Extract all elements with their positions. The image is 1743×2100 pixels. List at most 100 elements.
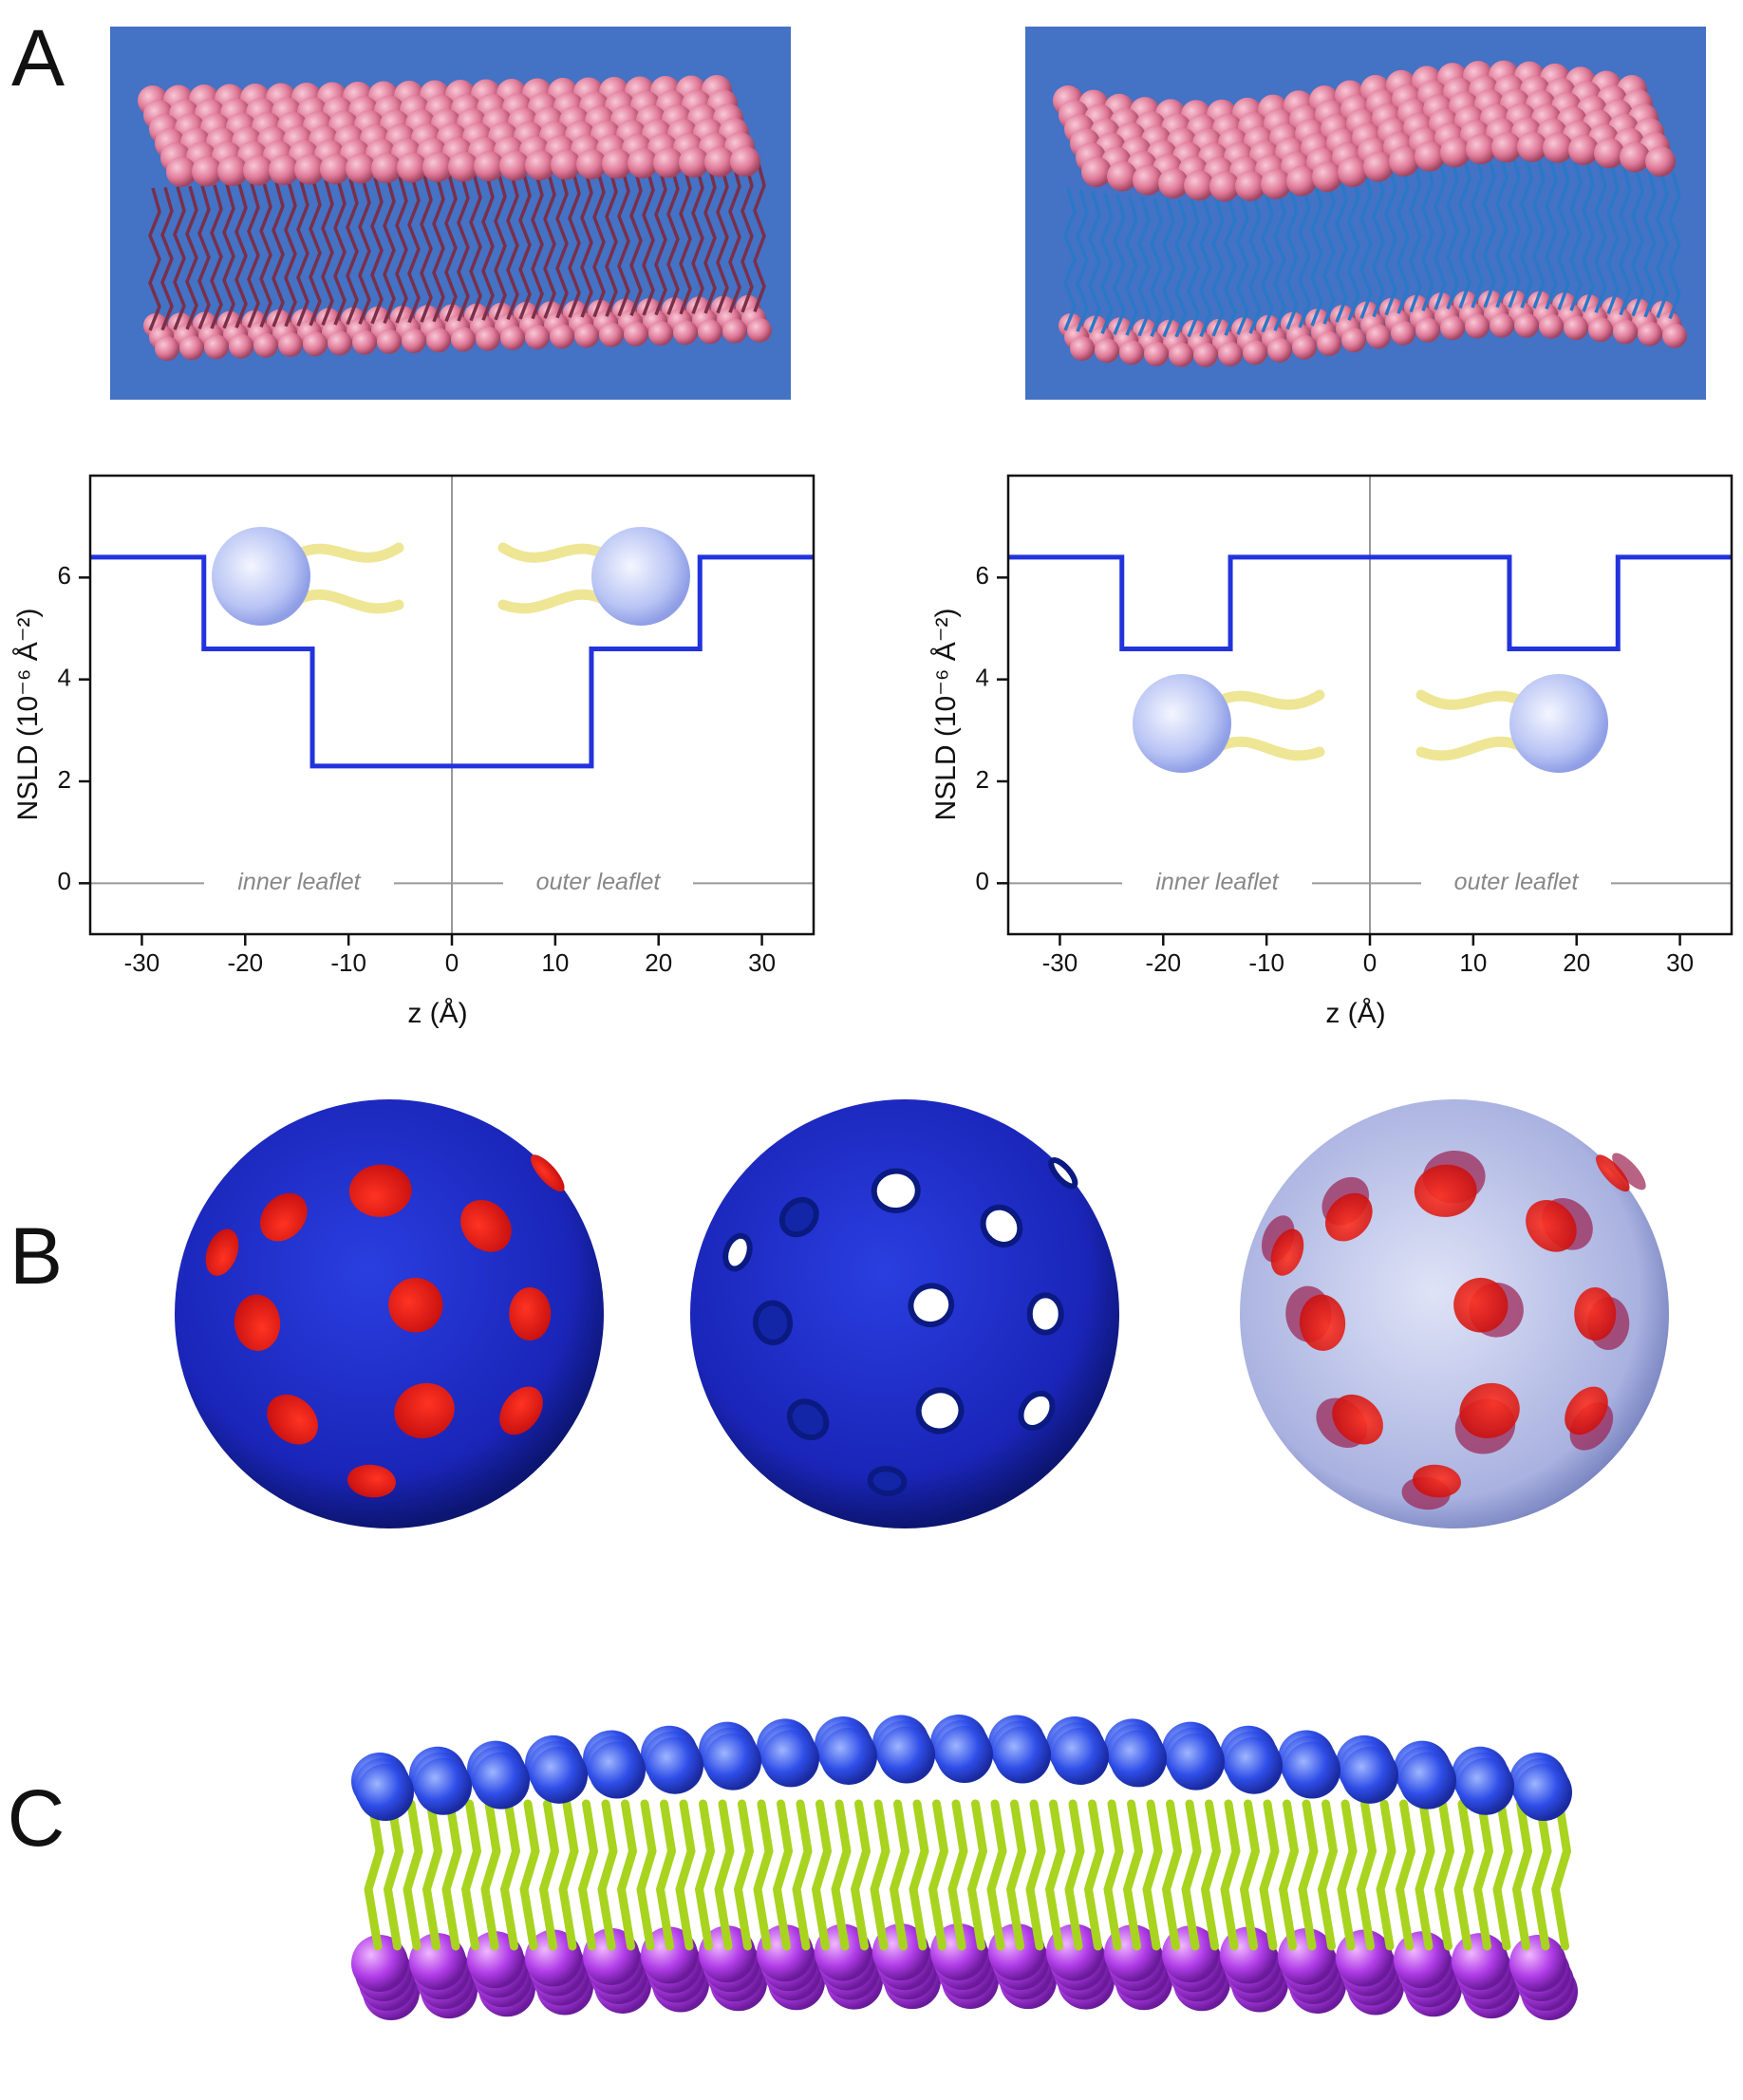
head-group <box>278 332 303 357</box>
lipid-tail <box>753 1799 774 1951</box>
x-tick-label: 30 <box>748 948 776 977</box>
lipid-tail <box>1083 1799 1105 1951</box>
domain <box>267 1394 318 1445</box>
lipid-tail <box>148 187 161 331</box>
lipid-tail <box>889 1799 910 1951</box>
head-group <box>1267 337 1292 363</box>
lipid-tail <box>597 1799 618 1951</box>
head-group <box>1509 1935 1566 1992</box>
lipid-tail <box>1187 198 1200 338</box>
lipid-tail <box>1310 180 1323 327</box>
lipid-tail <box>234 183 248 328</box>
head-group <box>878 1726 935 1784</box>
nsld-profile <box>1008 554 1732 651</box>
lipid-tail <box>753 159 766 313</box>
lipid-tail <box>1161 1799 1183 1951</box>
lipid-tail <box>1415 689 1527 710</box>
domain <box>499 1386 543 1435</box>
lipid-tail <box>1298 183 1311 328</box>
nsld-profile <box>90 554 814 769</box>
lipid-tail <box>1273 189 1286 331</box>
head-group <box>243 155 273 186</box>
pore <box>908 1283 955 1328</box>
lipid-tail <box>811 1799 833 1951</box>
x-tick-label: -20 <box>227 948 263 977</box>
lipid-tail <box>518 170 532 320</box>
head-group <box>212 527 310 626</box>
head-group <box>583 1927 640 1985</box>
head-group <box>820 1727 877 1785</box>
pore <box>1026 1292 1064 1336</box>
head-group <box>815 1923 872 1981</box>
head-group <box>653 147 684 178</box>
head-group <box>576 149 607 179</box>
head-group <box>641 1926 698 1984</box>
y-tick-label: 6 <box>58 561 71 590</box>
head-group <box>602 148 632 179</box>
head-group <box>155 336 179 361</box>
head-group <box>1243 340 1267 366</box>
head-group <box>1539 313 1564 339</box>
head-group <box>1336 1929 1393 1987</box>
lipid-tail <box>555 168 569 319</box>
head-group <box>1119 340 1144 366</box>
head-group <box>1466 134 1496 165</box>
lipid-tail <box>519 1799 540 1951</box>
lipid-tail <box>1211 197 1225 337</box>
lipid-tail <box>293 542 404 563</box>
head-group <box>1193 342 1218 367</box>
lipid-tail <box>675 1799 696 1951</box>
lipid-tail <box>210 184 223 329</box>
lipid-tail <box>1495 151 1509 309</box>
domain <box>460 1200 512 1252</box>
lipid-tail <box>716 160 729 314</box>
lipid-tail <box>909 1799 929 1951</box>
lipid-tail <box>497 542 609 563</box>
pore <box>1048 1157 1078 1190</box>
head-group <box>1317 331 1341 357</box>
domain <box>205 1228 239 1276</box>
lipid-tail <box>1248 193 1262 334</box>
head-group <box>1594 138 1624 169</box>
x-tick-label: -10 <box>1248 948 1284 977</box>
head-group <box>1613 319 1638 345</box>
lipid-tail <box>1531 1799 1552 1951</box>
lipid-tail <box>1239 1799 1261 1951</box>
lipid-tail <box>568 168 581 319</box>
head-group <box>550 324 574 349</box>
head-group <box>1564 315 1588 341</box>
x-axis-label: z (Å) <box>407 998 467 1029</box>
head-group <box>531 1746 588 1804</box>
lipid-tail <box>346 178 359 326</box>
domain <box>1324 1192 1373 1242</box>
lipid-tail <box>1122 1799 1144 1951</box>
head-group <box>1620 141 1650 173</box>
lipid-tail <box>284 180 297 328</box>
lipid-tail <box>1337 1799 1358 1951</box>
lipid-tail <box>185 185 198 330</box>
head-group <box>1284 1741 1340 1799</box>
lipid-tail <box>679 162 692 315</box>
head-group <box>1184 170 1214 201</box>
lipid-tail <box>792 1799 813 1951</box>
lipid-tail <box>1181 1799 1202 1951</box>
lipid-tail <box>1236 195 1249 335</box>
domain <box>1526 1200 1577 1252</box>
head-group <box>1341 1746 1398 1804</box>
head-group <box>730 146 760 177</box>
lipid-tail <box>1025 1799 1046 1951</box>
lipid-tail <box>1356 1799 1378 1951</box>
annotation-bg <box>1122 862 1312 905</box>
head-group <box>1517 131 1547 162</box>
lipid-tail <box>432 174 445 323</box>
panel-label: B <box>9 1211 63 1301</box>
y-tick-label: 4 <box>58 664 71 692</box>
head-group <box>704 146 735 178</box>
lipid-tail <box>1278 1799 1300 1951</box>
lipid-tail <box>577 1799 599 1951</box>
annotation-bg <box>503 862 693 905</box>
lipid-tail <box>1434 1799 1455 1951</box>
head-group <box>1457 1757 1514 1815</box>
lipid-tail <box>616 1799 638 1951</box>
